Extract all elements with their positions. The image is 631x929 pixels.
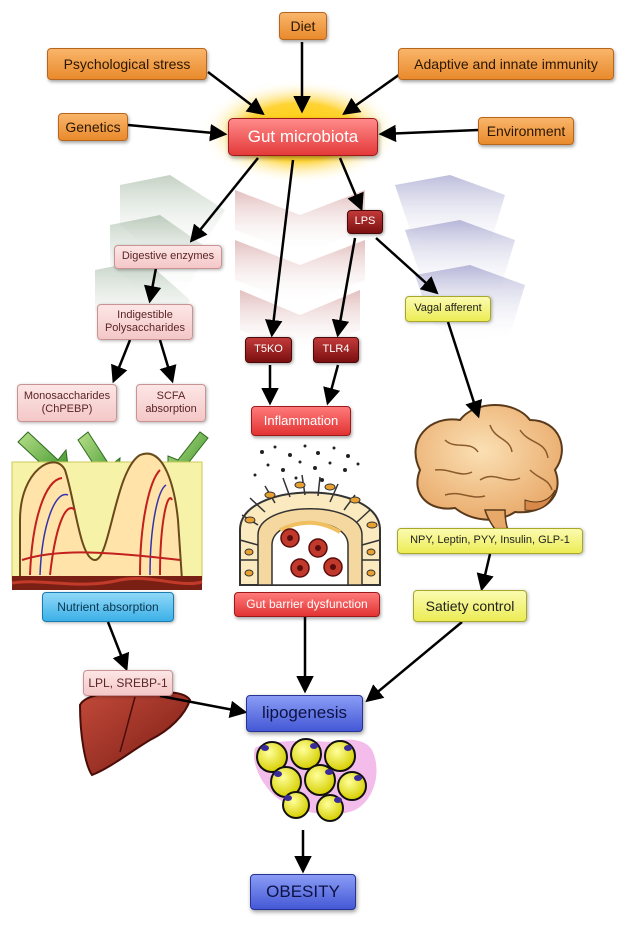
monosaccharides-box: Monosaccharides (ChPEBP) bbox=[17, 384, 117, 422]
intestinal-epithelium-icon bbox=[239, 444, 381, 586]
arrow-enzymes-to-polysaccharides bbox=[143, 267, 162, 304]
lpl-srebp-box: LPL, SREBP-1 bbox=[83, 670, 173, 696]
obesity-box: OBESITY bbox=[250, 874, 356, 910]
intestinal-villi-icon bbox=[11, 452, 203, 590]
arrow-genetics-to-microbiota bbox=[127, 123, 228, 142]
hormones-box: NPY, Leptin, PYY, Insulin, GLP-1 bbox=[397, 528, 583, 554]
arrow-polysaccharides-to-mono bbox=[111, 339, 132, 384]
arrow-satiety-to-lipogenesis bbox=[365, 621, 463, 703]
arrow-vagal-to-brain bbox=[446, 321, 483, 419]
scfa-absorption-box: SCFA absorption bbox=[136, 384, 206, 422]
arrow-liver-to-lipogenesis bbox=[159, 694, 248, 718]
gut-microbiota-box: Gut microbiota bbox=[228, 118, 378, 156]
lipogenesis-box: lipogenesis bbox=[246, 695, 363, 732]
arrow-tlr4-to-inflammation bbox=[323, 364, 341, 406]
t5ko-box: T5KO bbox=[245, 337, 292, 363]
arrow-stress-to-microbiota bbox=[207, 71, 265, 116]
brain-icon bbox=[414, 404, 563, 536]
vagal-afferent-box: Vagal afferent bbox=[405, 296, 491, 322]
tlr4-box: TLR4 bbox=[313, 337, 359, 363]
inflammation-box: Inflammation bbox=[251, 406, 351, 436]
indigestible-polysaccharides-box: Indigestible Polysaccharides bbox=[97, 304, 193, 340]
arrow-environment-to-microbiota bbox=[378, 124, 479, 143]
diet-box: Diet bbox=[279, 12, 327, 40]
environment-box: Environment bbox=[478, 117, 574, 145]
satiety-control-box: Satiety control bbox=[413, 590, 527, 622]
arrow-lps-to-vagal bbox=[375, 237, 439, 295]
psychological-stress-box: Psychological stress bbox=[47, 48, 207, 80]
arrow-microbiota-to-enzymes bbox=[189, 157, 259, 243]
nutrient-absorption-box: Nutrient absorption bbox=[42, 592, 174, 622]
liver-icon bbox=[78, 691, 192, 777]
lps-box: LPS bbox=[347, 210, 383, 234]
immunity-box: Adaptive and innate immunity bbox=[398, 48, 614, 80]
genetics-box: Genetics bbox=[58, 113, 128, 141]
blue-pathway-fade bbox=[395, 175, 525, 345]
red-pathway-fade bbox=[235, 190, 365, 355]
arrow-microbiota-to-lps bbox=[338, 157, 364, 212]
arrow-nutrient-to-lpl bbox=[106, 621, 130, 672]
digestive-enzymes-box: Digestive enzymes bbox=[114, 245, 222, 269]
arrow-polysaccharides-to-scfa bbox=[158, 339, 177, 384]
arrow-lps-to-tlr4 bbox=[331, 237, 357, 338]
gut-barrier-dysfunction-box: Gut barrier dysfunction bbox=[234, 592, 380, 617]
adipocytes-icon bbox=[254, 738, 377, 822]
connector-arrows bbox=[106, 42, 494, 874]
arrow-hormones-to-satiety bbox=[476, 553, 494, 592]
arrow-immunity-to-microbiota bbox=[342, 70, 404, 116]
arrow-microbiota-to-t5ko bbox=[264, 159, 295, 338]
